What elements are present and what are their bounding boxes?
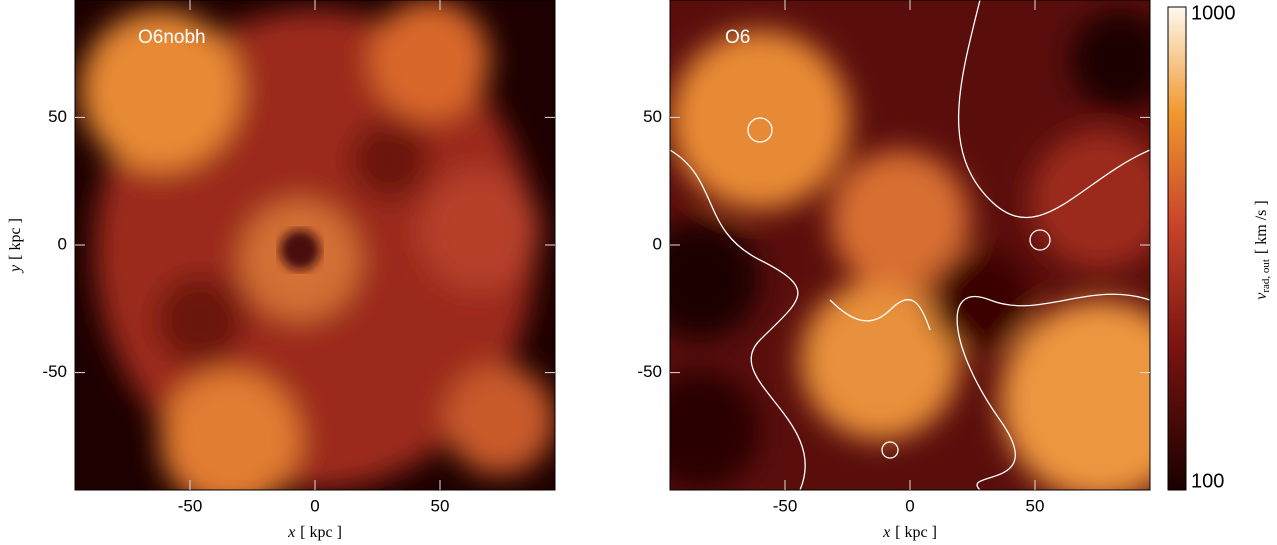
- axis-label: vrad, out [ km /s ]: [1253, 200, 1272, 300]
- y-tick-label: 50: [643, 107, 662, 126]
- x-tick-label: 50: [1026, 496, 1045, 515]
- axis-label: y [ kpc ]: [7, 218, 24, 274]
- x-tick-label: 0: [905, 496, 914, 515]
- colorbar-tick-label: 1000: [1191, 2, 1236, 24]
- axis-unit: [ kpc ]: [895, 524, 937, 541]
- axis-label: x [ kpc ]: [882, 524, 937, 541]
- x-tick-label: 50: [431, 496, 450, 515]
- axis-var: v: [1253, 292, 1270, 300]
- y-tick-label: -50: [637, 362, 662, 381]
- map-right: [670, 0, 1150, 490]
- panel-title: O6nobh: [138, 27, 206, 48]
- x-tick-label: -50: [178, 496, 203, 515]
- colorbar: [1167, 6, 1187, 491]
- axis-unit: [ kpc ]: [300, 524, 342, 541]
- axis-sub: rad, out: [1260, 259, 1272, 293]
- axis-var: y: [7, 264, 24, 274]
- x-tick-label: 0: [310, 496, 319, 515]
- y-tick-label: 50: [48, 107, 67, 126]
- colorbar-tick-label: 100: [1191, 470, 1224, 492]
- x-tick-label: -50: [773, 496, 798, 515]
- axis-unit: [ kpc ]: [7, 218, 24, 260]
- axis-unit: [ km /s ]: [1253, 200, 1270, 254]
- panel-title: O6: [725, 27, 750, 48]
- y-tick-label: 0: [58, 234, 67, 253]
- axis-var: x: [882, 524, 890, 541]
- axis-label: x [ kpc ]: [287, 524, 342, 541]
- y-tick-label: -50: [42, 362, 67, 381]
- axis-var: x: [287, 524, 295, 541]
- y-tick-label: 0: [653, 234, 662, 253]
- map-left: [75, 0, 555, 490]
